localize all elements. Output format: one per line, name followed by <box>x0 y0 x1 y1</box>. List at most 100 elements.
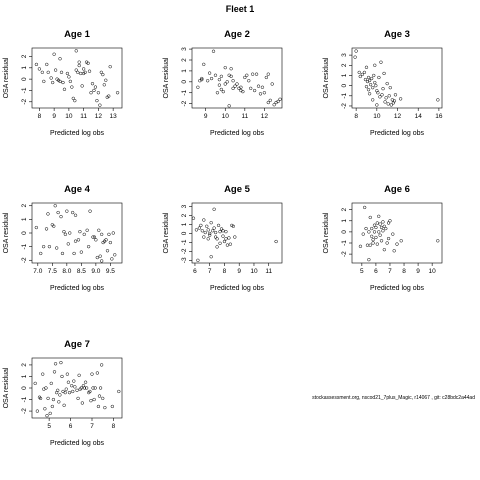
data-point <box>370 234 374 238</box>
data-point <box>107 232 111 237</box>
x-tick-label: 6 <box>69 423 73 430</box>
data-point <box>94 238 98 242</box>
data-point <box>63 232 68 237</box>
data-point <box>84 386 89 390</box>
data-point <box>200 76 204 81</box>
data-point <box>46 212 50 216</box>
data-point <box>388 86 392 90</box>
data-point <box>231 224 235 228</box>
y-tick-label: -2 <box>21 408 28 414</box>
data-point <box>72 251 76 256</box>
data-point <box>245 73 249 77</box>
y-tick-label: 0 <box>21 386 28 390</box>
data-point <box>213 230 218 235</box>
data-point <box>381 229 385 233</box>
data-point <box>100 259 104 263</box>
data-point <box>107 94 111 98</box>
data-point <box>374 225 378 230</box>
data-point <box>367 258 371 262</box>
data-point <box>79 250 83 254</box>
data-point <box>47 244 52 249</box>
data-point <box>200 229 204 233</box>
data-point <box>53 68 58 72</box>
x-axis-label: Predicted log obs <box>210 130 265 137</box>
data-point <box>79 71 83 76</box>
data-point <box>217 77 222 82</box>
data-point <box>34 62 39 67</box>
data-point <box>262 91 267 95</box>
data-point <box>82 386 87 390</box>
data-point <box>363 205 367 210</box>
data-point <box>371 98 375 102</box>
plot-frame <box>191 47 283 109</box>
data-point <box>197 226 202 230</box>
data-point <box>206 79 210 83</box>
data-point <box>229 67 233 71</box>
plot-frame <box>191 202 283 264</box>
data-point <box>66 380 71 384</box>
x-tick-label: 5 <box>47 423 51 430</box>
y-tick-label: 2 <box>21 363 28 367</box>
data-point <box>387 94 391 98</box>
data-point <box>358 74 362 79</box>
data-point <box>221 89 225 94</box>
data-point <box>42 79 46 84</box>
data-point <box>56 210 60 215</box>
data-point <box>368 82 373 87</box>
data-point <box>366 75 371 80</box>
x-tick-label: 11 <box>241 113 248 120</box>
data-point <box>104 238 108 242</box>
data-point <box>219 227 224 231</box>
data-point <box>384 96 388 100</box>
y-axis-label: OSA residual <box>3 57 10 98</box>
data-point <box>374 235 378 240</box>
y-tick-label: -2 <box>341 103 348 109</box>
y-tick-label: 3 <box>181 204 188 208</box>
data-point <box>247 79 251 83</box>
data-point <box>88 389 92 394</box>
data-point <box>46 70 50 74</box>
data-point <box>35 409 40 413</box>
data-point <box>46 396 50 401</box>
panel-age-5: Age 5 6 7 8 9 10 11 -3 -2 -1 0 1 2 3 Predicted log obs… <box>163 184 283 292</box>
data-point <box>212 226 216 230</box>
data-point <box>206 228 210 232</box>
data-point <box>364 226 368 231</box>
data-point <box>202 235 206 239</box>
data-point <box>208 231 212 236</box>
y-tick-label: -1 <box>341 93 348 99</box>
y-tick-label: 2 <box>21 204 28 208</box>
data-point <box>219 74 224 79</box>
data-point <box>61 80 65 85</box>
y-axis-label: OSA residual <box>3 212 10 253</box>
data-point <box>385 81 389 86</box>
data-point <box>115 91 120 95</box>
data-point <box>59 360 63 365</box>
data-point <box>229 74 233 79</box>
y-tick-label: -3 <box>181 257 188 263</box>
data-point <box>207 71 212 75</box>
data-point <box>354 49 358 53</box>
data-point <box>224 230 228 234</box>
data-point <box>388 219 392 223</box>
data-point <box>225 243 230 247</box>
x-tick-label: 9 <box>204 113 208 120</box>
y-axis-label: OSA residual <box>163 212 170 253</box>
data-point <box>44 227 49 231</box>
data-point <box>95 255 99 260</box>
data-point <box>379 239 384 243</box>
data-point <box>370 226 374 231</box>
data-point <box>367 78 372 83</box>
y-tick-label: -1 <box>181 239 188 245</box>
data-point <box>383 100 387 104</box>
data-point <box>45 62 49 67</box>
data-point <box>96 91 101 95</box>
data-point <box>87 69 92 73</box>
panel-title: Age 1 <box>64 29 91 40</box>
data-point <box>91 235 95 239</box>
data-point <box>368 215 372 220</box>
panel-title: Age 5 <box>224 184 251 195</box>
data-point <box>378 95 382 99</box>
data-point <box>55 246 59 250</box>
